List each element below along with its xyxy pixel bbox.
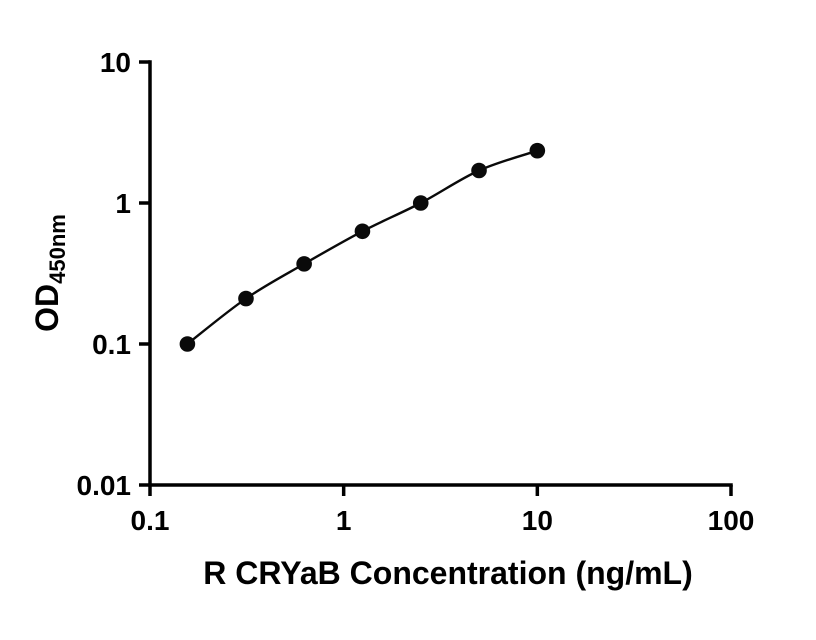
standard-curve-line xyxy=(186,149,538,345)
data-point xyxy=(529,142,546,159)
data-point xyxy=(179,336,196,352)
y-axis-title-subscript: 450nm xyxy=(45,214,70,284)
axis-frame xyxy=(148,60,733,487)
y-tick-label: 10 xyxy=(100,47,131,78)
y-tick-label: 0.01 xyxy=(77,470,132,501)
data-point xyxy=(471,162,487,179)
plot-area: 0.1 1 10 100 0.01 0.1 1 10 xyxy=(77,47,755,536)
data-point xyxy=(354,223,371,240)
data-point xyxy=(238,290,254,307)
x-axis-title: R CRYaB Concentration (ng/mL) xyxy=(203,555,692,591)
x-tick-label: 0.1 xyxy=(131,505,170,536)
data-point xyxy=(412,195,429,211)
x-tick-label: 100 xyxy=(708,505,755,536)
y-tick-label: 0.1 xyxy=(92,329,131,360)
y-axis-title-main: OD xyxy=(29,284,65,332)
x-tick-label: 1 xyxy=(336,505,352,536)
y-axis-title: OD450nm xyxy=(29,214,70,332)
data-point xyxy=(296,256,312,272)
x-tick-label: 10 xyxy=(522,505,553,536)
y-tick-label: 1 xyxy=(115,188,131,219)
